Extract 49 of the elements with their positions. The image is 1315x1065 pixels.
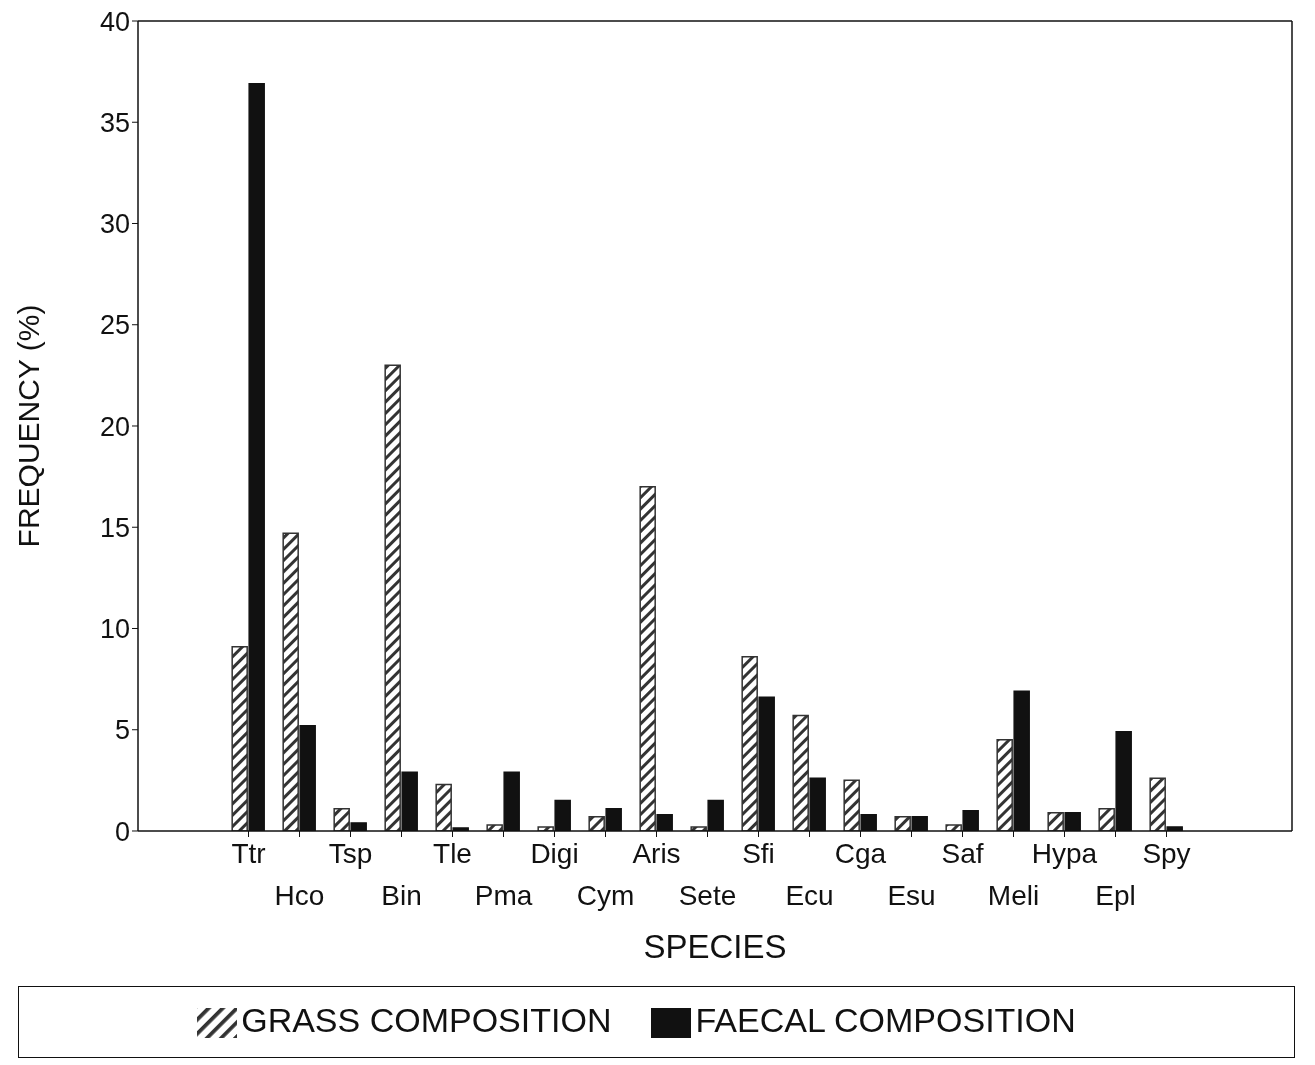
- y-tick-label: 40: [99, 6, 130, 37]
- y-axis-title: FREQUENCY (%): [11, 304, 45, 548]
- bar: [894, 816, 911, 831]
- y-tick-label: 10: [99, 614, 130, 645]
- bar: [639, 485, 656, 831]
- x-tick-label: Saf: [941, 837, 984, 869]
- x-tick-label: Tle: [433, 837, 472, 869]
- x-tick-label: Epl: [1095, 879, 1136, 911]
- bar: [843, 779, 860, 831]
- bar: [1149, 777, 1166, 831]
- x-tick-label: Cym: [576, 879, 635, 911]
- x-tick-label: Sfi: [742, 837, 775, 869]
- x-tick-label: Cga: [834, 837, 887, 869]
- y-tick-label: 25: [99, 310, 130, 341]
- bar: [741, 656, 758, 831]
- x-tick-label: Pma: [474, 879, 533, 911]
- x-tick-label: Digi: [530, 837, 579, 869]
- bar: [282, 532, 299, 831]
- x-tick-label: Hypa: [1031, 837, 1098, 869]
- bar: [486, 824, 503, 831]
- bar: [945, 824, 962, 831]
- x-tick-label: Esu: [887, 879, 936, 911]
- bar: [792, 714, 809, 831]
- y-tick-label: 5: [114, 715, 130, 746]
- y-tick-label: 15: [99, 512, 130, 543]
- x-tick-label: Tsp: [328, 837, 373, 869]
- bar: [996, 739, 1013, 831]
- x-tick-label: Bin: [381, 879, 422, 911]
- x-tick-label: Ecu: [785, 879, 834, 911]
- bar: [1098, 807, 1115, 831]
- y-tick-label: 20: [99, 411, 130, 442]
- x-axis-title: SPECIES: [643, 927, 787, 965]
- bar: [333, 807, 350, 831]
- legend-label: FAECAL COMPOSITION: [695, 1000, 1076, 1039]
- x-tick-label: Ttr: [231, 837, 266, 869]
- x-tick-label: Aris: [632, 837, 681, 869]
- x-tick-label: Meli: [987, 879, 1040, 911]
- x-tick-label: Sete: [678, 879, 737, 911]
- bar: [231, 645, 248, 831]
- x-tick-label: Spy: [1142, 837, 1191, 869]
- bar: [435, 783, 452, 831]
- y-tick-label: 30: [99, 209, 130, 240]
- bar: [588, 816, 605, 831]
- y-tick-label: 0: [114, 816, 130, 847]
- bar: [1047, 812, 1064, 831]
- x-tick-label: Hco: [274, 879, 325, 911]
- bar: [384, 364, 401, 831]
- legend-label: GRASS COMPOSITION: [241, 1000, 612, 1039]
- y-tick-label: 35: [99, 107, 130, 138]
